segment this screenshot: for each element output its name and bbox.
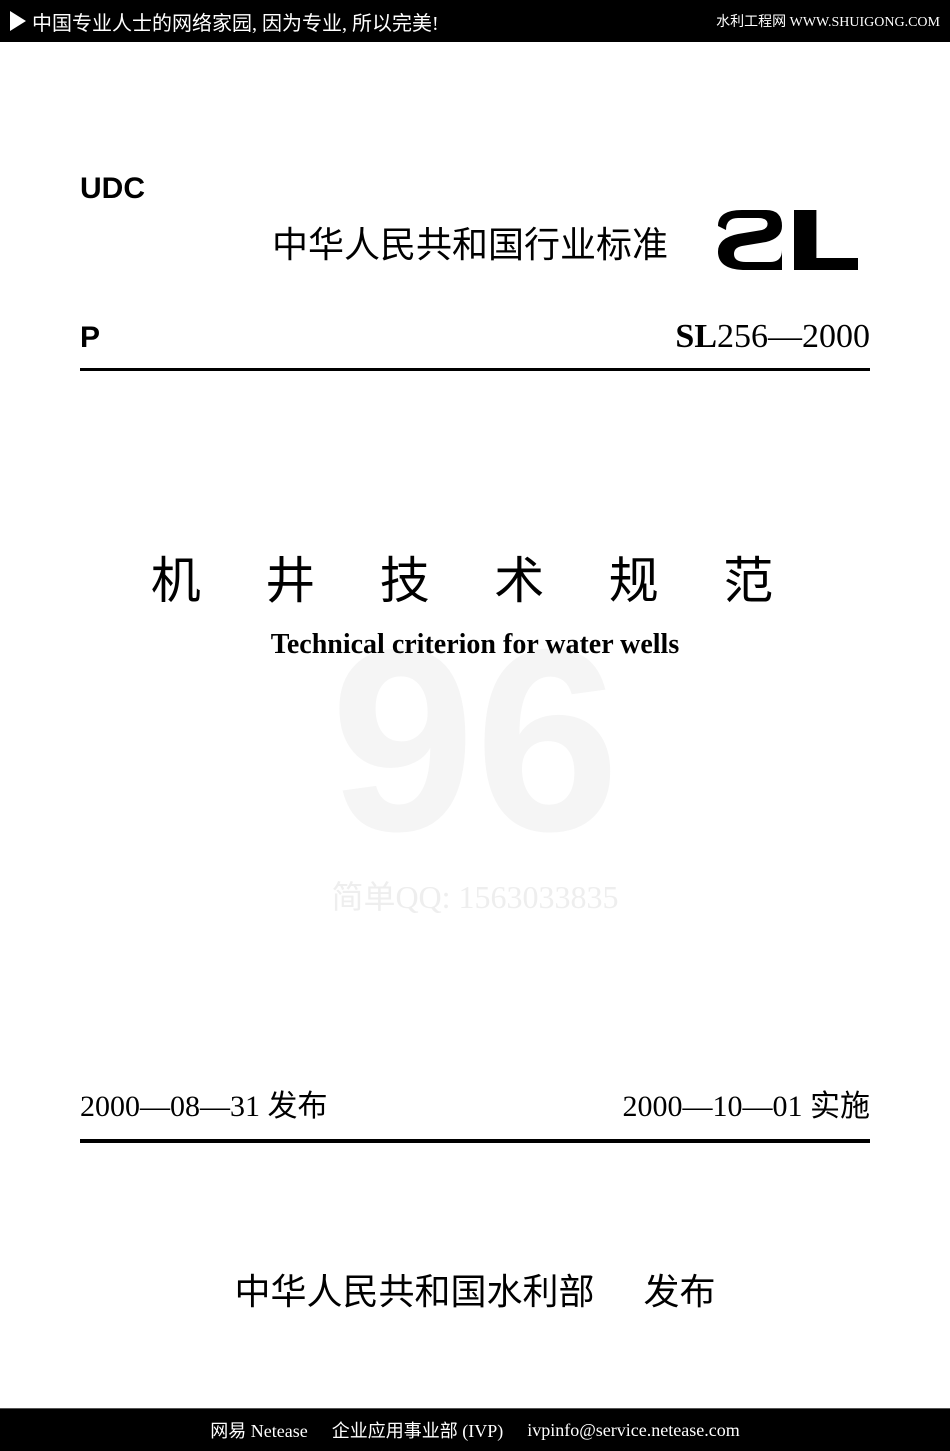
footer-dept: 企业应用事业部 (IVP) [332, 1417, 504, 1443]
footer-company: 网易 Netease [210, 1417, 307, 1443]
implement-date: 2000—10—01 实施 [623, 1081, 871, 1125]
title-section: 机 井 技 术 规 范 Technical criterion for wate… [80, 541, 870, 661]
standard-line: 中华人民共和国行业标准 [80, 216, 870, 268]
code-number: 256—2000 [717, 318, 870, 355]
watermark-qq: 简单QQ: 1563033835 [80, 872, 870, 918]
top-section: UDC 中华人民共和国行业标准 P SL256—2000 [80, 42, 870, 371]
title-chinese: 机 井 技 术 规 范 [80, 541, 870, 613]
code-row: P SL256—2000 [80, 318, 870, 371]
date-row: 2000—08—31 发布 2000—10—01 实施 [80, 1081, 870, 1143]
sl-logo-icon [710, 198, 870, 283]
issuer-action: 发布 [644, 1272, 716, 1312]
footer-email: ivpinfo@service.netease.com [527, 1420, 740, 1441]
standard-code: SL256—2000 [675, 318, 870, 356]
publish-date: 2000—08—31 发布 [80, 1081, 328, 1125]
play-arrow-icon [10, 11, 26, 31]
code-prefix: SL [675, 318, 717, 355]
issuer-line: 中华人民共和国水利部 发布 [80, 1263, 870, 1315]
p-label: P [80, 321, 100, 355]
header-left: 中国专业人士的网络家园, 因为专业, 所以完美! [10, 7, 439, 36]
title-english: Technical criterion for water wells [80, 629, 870, 661]
standard-org-text: 中华人民共和国行业标准 [272, 216, 668, 268]
document-page: 96 UDC 中华人民共和国行业标准 P SL256—2000 [0, 42, 950, 1408]
footer-bar: 网易 Netease 企业应用事业部 (IVP) ivpinfo@service… [0, 1408, 950, 1451]
issuer-ministry: 中华人民共和国水利部 [234, 1272, 594, 1312]
header-tagline: 中国专业人士的网络家园, 因为专业, 所以完美! [32, 7, 439, 36]
top-header-bar: 中国专业人士的网络家园, 因为专业, 所以完美! 水利工程网 WWW.SHUIG… [0, 0, 950, 42]
header-site-label: 水利工程网 WWW.SHUIGONG.COM [716, 11, 940, 31]
